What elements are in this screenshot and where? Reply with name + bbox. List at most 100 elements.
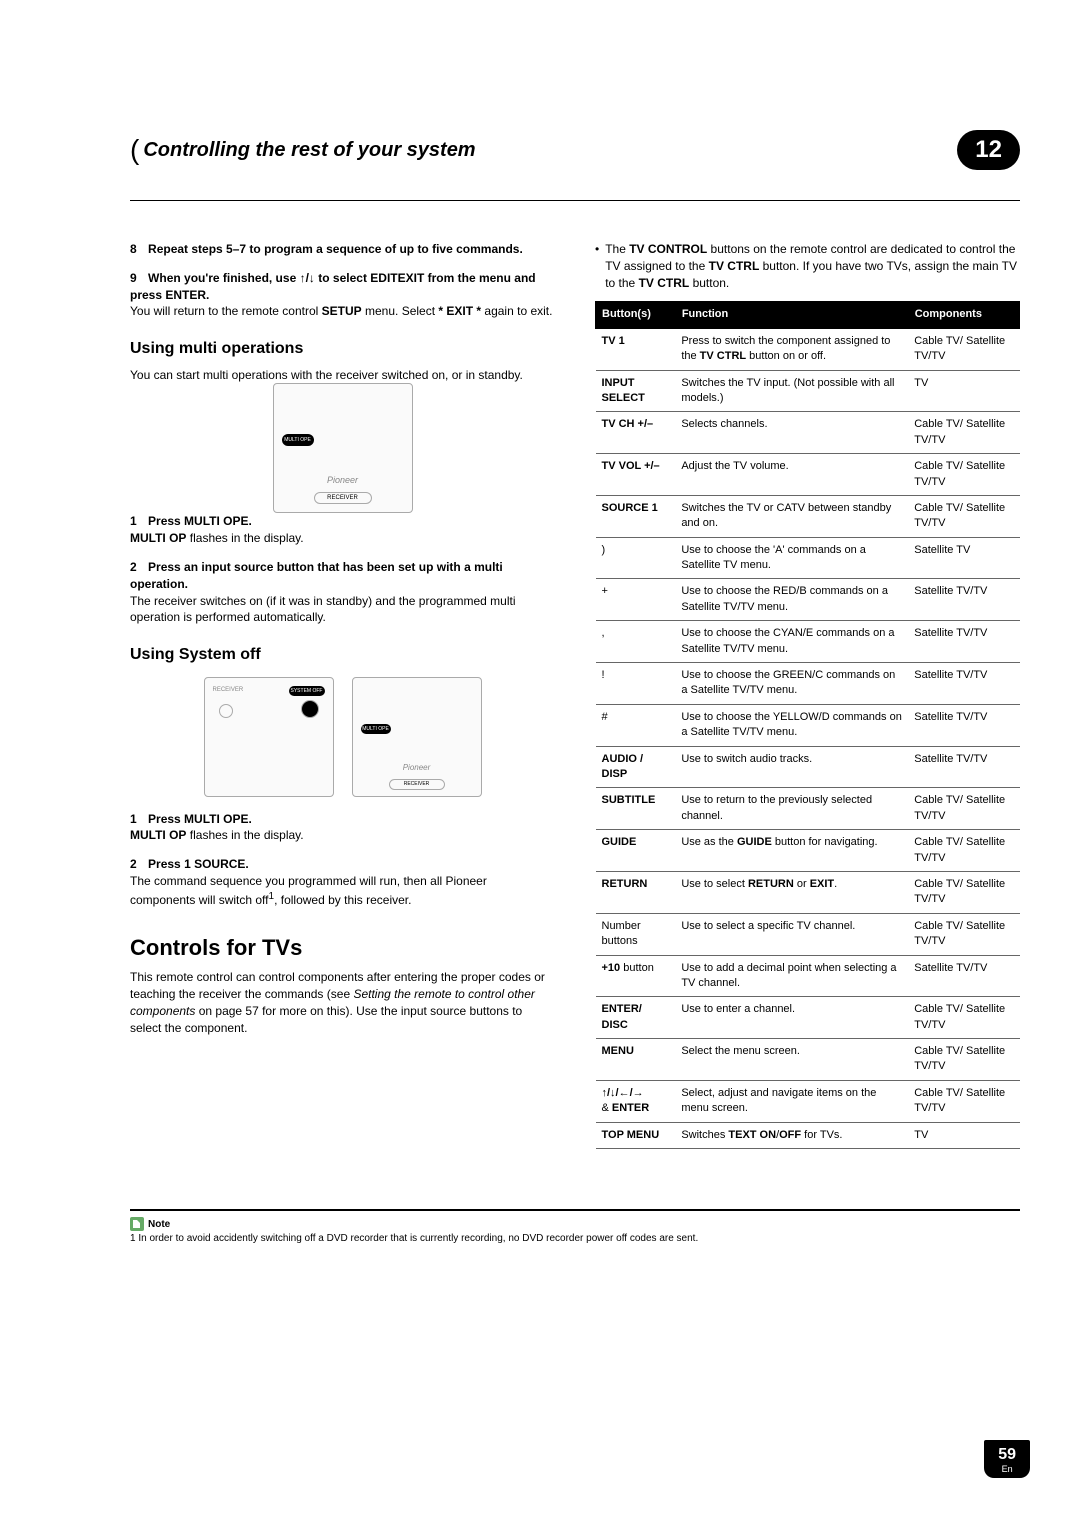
controls-tvs-heading: Controls for TVs: [130, 933, 555, 964]
s9ba: You will return to the remote control: [130, 304, 322, 318]
cell-function: Adjust the TV volume.: [675, 454, 908, 496]
receiver-btn: RECEIVER: [314, 492, 372, 504]
paren-left: (: [130, 134, 139, 166]
cell-button: ): [596, 537, 676, 579]
cell-function: Use to select a specific TV channel.: [675, 913, 908, 955]
cell-function: Use to enter a channel.: [675, 997, 908, 1039]
step-9-title: When you're finished, use ↑/↓ to select …: [130, 271, 536, 302]
note-icon: [130, 1217, 144, 1231]
so2t: Press 1 SOURCE.: [148, 857, 249, 871]
bb: TV CONTROL: [629, 242, 707, 256]
note-row: Note: [130, 1217, 1020, 1231]
cell-components: Cable TV/ Satellite TV/TV: [908, 1080, 1019, 1122]
cell-components: Cable TV/ Satellite TV/TV: [908, 871, 1019, 913]
cell-button: ENTER/ DISC: [596, 997, 676, 1039]
multi-ope-btn-2: MULTI OPE: [361, 724, 391, 734]
th-function: Function: [675, 302, 908, 328]
table-header-row: Button(s) Function Components: [596, 302, 1020, 328]
table-row: MENUSelect the menu screen.Cable TV/ Sat…: [596, 1039, 1020, 1081]
cell-button: INPUT SELECT: [596, 370, 676, 412]
so2b: The command sequence you programmed will…: [130, 873, 555, 909]
bf: TV CTRL: [639, 276, 690, 290]
step-9-body: You will return to the remote control SE…: [130, 303, 555, 320]
table-row: ,Use to choose the CYAN/E commands on a …: [596, 621, 1020, 663]
cell-components: Cable TV/ Satellite TV/TV: [908, 412, 1019, 454]
system-off-btn: SYSTEM OFF: [289, 686, 325, 696]
ba: The: [605, 242, 629, 256]
cell-components: Cable TV/ Satellite TV/TV: [908, 454, 1019, 496]
tv-controls-table: Button(s) Function Components TV 1Press …: [595, 301, 1020, 1149]
table-row: +10 buttonUse to add a decimal point whe…: [596, 955, 1020, 997]
cell-function: Select the menu screen.: [675, 1039, 908, 1081]
cell-components: Satellite TV/TV: [908, 663, 1019, 705]
mo1n: 1: [130, 514, 137, 528]
cell-function: Press to switch the component assigned t…: [675, 328, 908, 370]
power-icon: [219, 704, 233, 718]
so2tb: 1: [184, 857, 191, 871]
cell-function: Use to choose the RED/B commands on a Sa…: [675, 579, 908, 621]
table-row: AUDIO / DISPUse to switch audio tracks.S…: [596, 746, 1020, 788]
remote-image-1: MULTI OPE Pioneer RECEIVER: [130, 383, 555, 513]
so1bb: flashes in the display.: [186, 828, 303, 842]
multi-ops-intro: You can start multi operations with the …: [130, 367, 555, 384]
bullet-dot-icon: •: [595, 241, 599, 291]
table-row: )Use to choose the 'A' commands on a Sat…: [596, 537, 1020, 579]
sys-off-heading: Using System off: [130, 644, 555, 666]
table-row: ↑/↓/←/→& ENTERSelect, adjust and navigat…: [596, 1080, 1020, 1122]
s9bc: menu. Select: [362, 304, 439, 318]
cell-components: Cable TV/ Satellite TV/TV: [908, 328, 1019, 370]
cell-components: Satellite TV/TV: [908, 579, 1019, 621]
page-badge: 59 En: [984, 1440, 1030, 1478]
cell-button: TV VOL +/–: [596, 454, 676, 496]
th-buttons: Button(s): [596, 302, 676, 328]
step-9: 9 When you're finished, use ↑/↓ to selec…: [130, 270, 555, 320]
page-lang: En: [998, 1464, 1016, 1474]
step-9-num: 9: [130, 271, 137, 285]
cell-button: GUIDE: [596, 830, 676, 872]
bg: button.: [689, 276, 729, 290]
table-row: !Use to choose the GREEN/C commands on a…: [596, 663, 1020, 705]
cell-button: TOP MENU: [596, 1122, 676, 1148]
table-row: Number buttonsUse to select a specific T…: [596, 913, 1020, 955]
mo1b: MULTI OP flashes in the display.: [130, 530, 555, 547]
so1t: Press MULTI OPE.: [148, 812, 252, 826]
step-8-title: Repeat steps 5–7 to program a sequence o…: [148, 242, 523, 256]
table-row: TV CH +/–Selects channels.Cable TV/ Sate…: [596, 412, 1020, 454]
table-row: ENTER/ DISCUse to enter a channel.Cable …: [596, 997, 1020, 1039]
remote-box-2b: MULTI OPE Pioneer RECEIVER: [352, 677, 482, 797]
header-row: ( Controlling the rest of your system 12: [130, 130, 1020, 170]
multi-ope-btn: MULTI OPE: [282, 434, 314, 446]
s9bd: * EXIT *: [438, 304, 481, 318]
remote-images-2: SYSTEM OFF RECEIVER MULTI OPE Pioneer RE…: [130, 677, 555, 797]
left-column: 8 Repeat steps 5–7 to program a sequence…: [130, 241, 555, 1149]
cell-components: Cable TV/ Satellite TV/TV: [908, 495, 1019, 537]
cell-components: Cable TV/ Satellite TV/TV: [908, 913, 1019, 955]
table-row: RETURNUse to select RETURN or EXIT.Cable…: [596, 871, 1020, 913]
so1ba: MULTI OP: [130, 828, 186, 842]
cell-button: Number buttons: [596, 913, 676, 955]
columns: 8 Repeat steps 5–7 to program a sequence…: [130, 241, 1020, 1149]
cell-components: Satellite TV: [908, 537, 1019, 579]
cell-function: Use as the GUIDE button for navigating.: [675, 830, 908, 872]
cell-button: TV 1: [596, 328, 676, 370]
multi-ops-heading: Using multi operations: [130, 338, 555, 360]
so1b: MULTI OP flashes in the display.: [130, 827, 555, 844]
step-8-num: 8: [130, 242, 137, 256]
cell-components: Cable TV/ Satellite TV/TV: [908, 1039, 1019, 1081]
cell-button: +10 button: [596, 955, 676, 997]
cell-function: Use to return to the previously selected…: [675, 788, 908, 830]
pioneer-logo: Pioneer: [274, 474, 412, 487]
so-step-2: 2 Press 1 SOURCE. The command sequence y…: [130, 856, 555, 908]
mo-step-1: 1 Press MULTI OPE. MULTI OP flashes in t…: [130, 513, 555, 547]
page-number: 59: [998, 1446, 1016, 1463]
chapter-title: Controlling the rest of your system: [143, 139, 475, 162]
cell-components: Satellite TV/TV: [908, 746, 1019, 788]
cell-function: Selects channels.: [675, 412, 908, 454]
footnote-divider: [130, 1209, 1020, 1211]
cell-button: ,: [596, 621, 676, 663]
remote-box-1: MULTI OPE Pioneer RECEIVER: [273, 383, 413, 513]
bd: TV CTRL: [709, 259, 760, 273]
mo-step-2: 2 Press an input source button that has …: [130, 559, 555, 626]
th-components: Components: [908, 302, 1019, 328]
so-step-1: 1 Press MULTI OPE. MULTI OP flashes in t…: [130, 811, 555, 845]
